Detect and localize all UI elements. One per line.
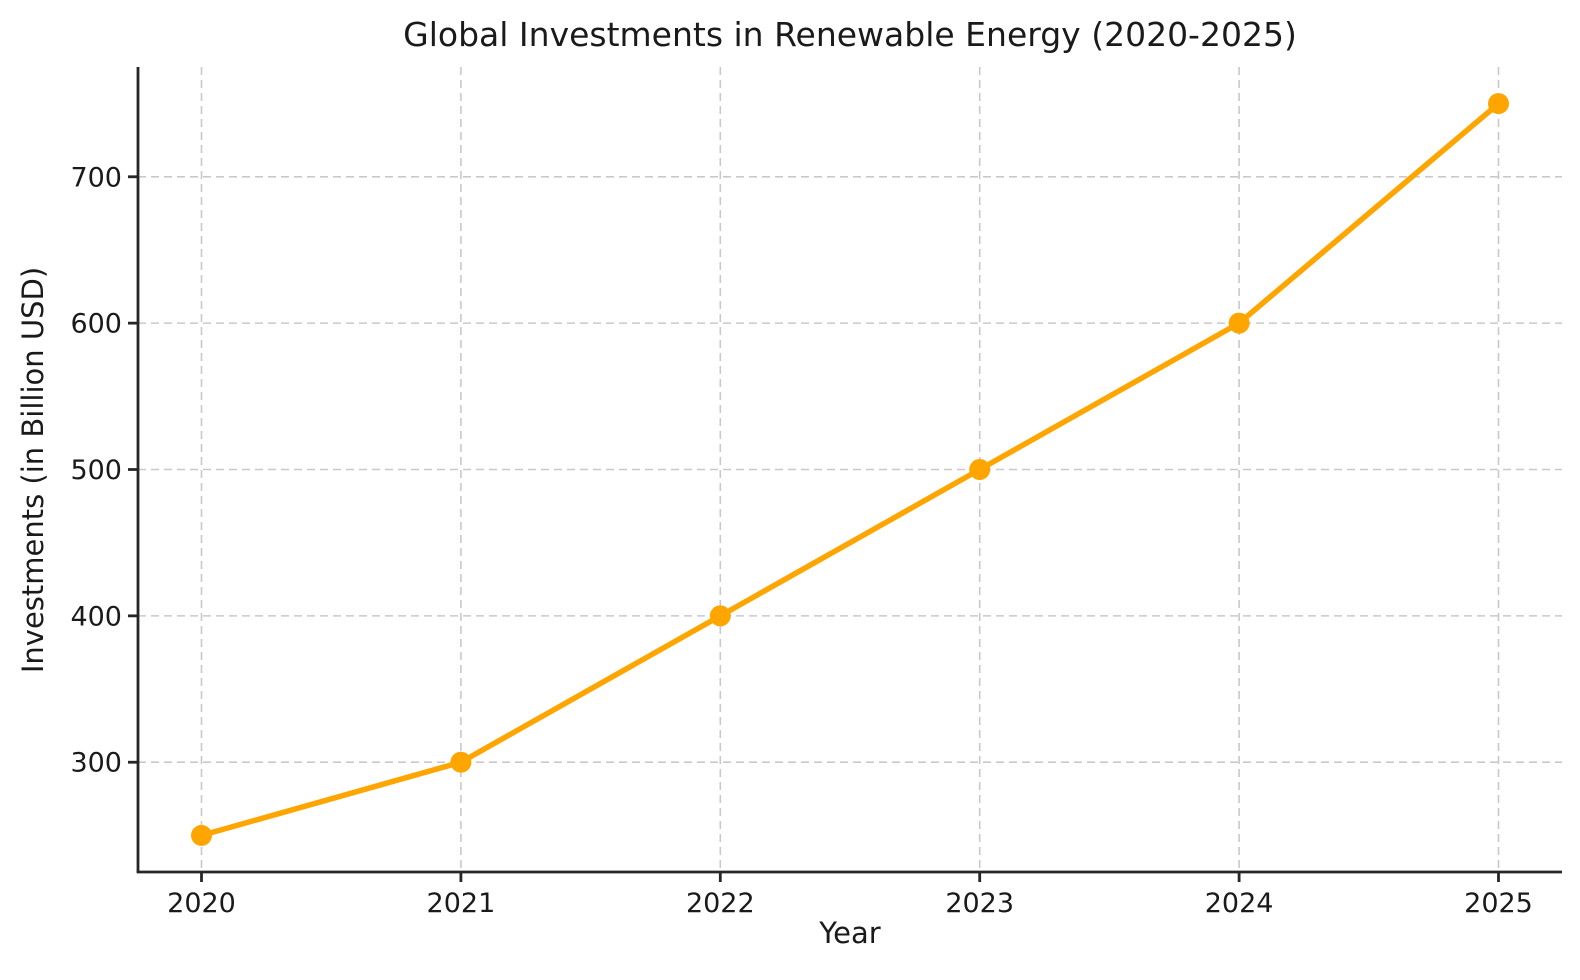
x-tick-label: 2022	[686, 888, 755, 919]
data-point	[1488, 93, 1509, 115]
data-point	[969, 459, 991, 480]
x-axis-label: Year	[819, 916, 881, 950]
y-tick-label: 300	[70, 748, 122, 779]
x-tick-label: 2023	[945, 888, 1014, 919]
data-point	[191, 824, 212, 846]
x-tick-label: 2020	[167, 888, 236, 919]
data-point	[1228, 312, 1250, 334]
data-point	[709, 605, 731, 627]
x-tick-label: 2025	[1464, 888, 1533, 919]
chart-title: Global Investments in Renewable Energy (…	[403, 15, 1297, 54]
y-tick-label: 400	[70, 601, 122, 632]
data-point	[450, 751, 472, 773]
x-tick-label: 2024	[1205, 888, 1274, 919]
x-tick-label: 2021	[427, 888, 496, 919]
y-tick-label: 600	[70, 309, 122, 340]
y-tick-label: 700	[70, 162, 122, 193]
y-tick-label: 500	[70, 455, 122, 486]
data-line	[198, 100, 1502, 839]
